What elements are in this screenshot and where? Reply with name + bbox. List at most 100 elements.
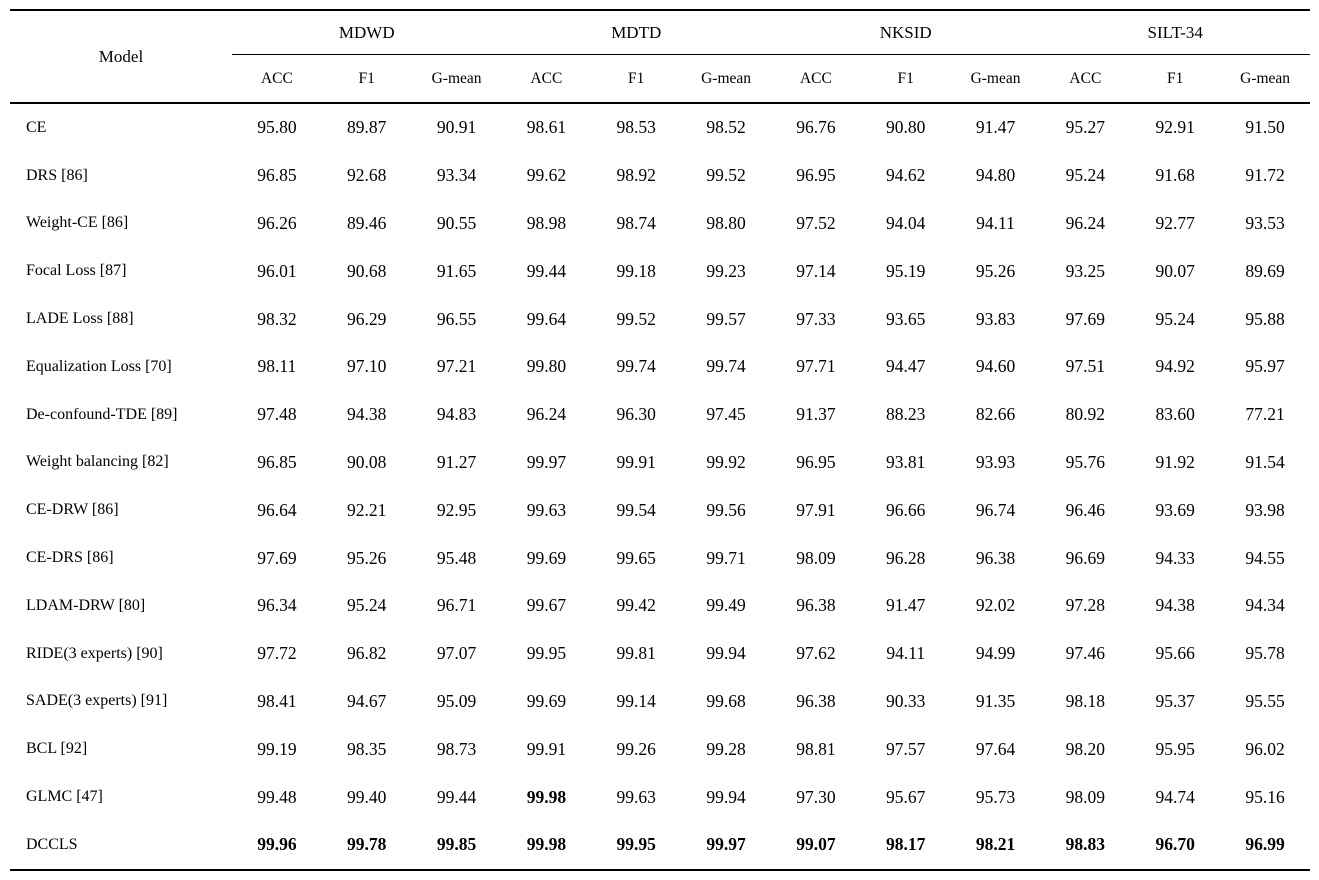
value-cell: 95.76 (1065, 451, 1106, 472)
value-cell: 96.85 (257, 451, 297, 472)
value-cell: 93.83 (975, 308, 1016, 329)
value-cell: 96.76 (796, 117, 836, 138)
value-cell: 98.41 (257, 690, 297, 711)
table-row: RIDE(3 experts) [90] 97.72 96.82 97.07 99.95… (10, 630, 1310, 678)
value-cell: 94.92 (1155, 356, 1195, 377)
value-cell: 95.66 (1155, 643, 1195, 664)
value-cell: 97.28 (1065, 595, 1106, 616)
value-cell: 93.98 (1245, 499, 1285, 520)
value-cell: 94.67 (347, 690, 387, 711)
value-cell: 99.95 (526, 643, 567, 664)
value-cell: 96.85 (257, 165, 297, 186)
table-row: BCL [92] 99.19 98.35 98.73 99.91 99.26 99.28 98… (10, 725, 1310, 773)
value-cell: 91.68 (1155, 165, 1195, 186)
value-cell: 98.52 (706, 117, 746, 138)
model-name: SADE(3 experts) [91] (26, 692, 168, 710)
value-cell: 98.18 (1065, 690, 1106, 711)
value-cell: 95.09 (436, 690, 477, 711)
value-cell: 99.91 (526, 738, 567, 759)
value-cell: 94.47 (886, 356, 926, 377)
value-cell: 99.52 (706, 165, 746, 186)
table-row: SADE(3 experts) [91] 98.41 94.67 95.09 99.69… (10, 678, 1310, 726)
value-cell: 99.95 (616, 834, 656, 855)
value-cell: 99.98 (526, 786, 567, 807)
value-cell: 91.92 (1155, 451, 1195, 472)
value-cell: 94.38 (347, 404, 387, 425)
value-cell: 99.67 (526, 595, 567, 616)
value-cell: 95.24 (1065, 165, 1106, 186)
value-cell: 98.98 (526, 212, 567, 233)
table-row: GLMC [47] 99.48 99.40 99.44 99.98 99.63 99.94 9… (10, 773, 1310, 821)
value-cell: 99.96 (257, 834, 297, 855)
value-cell: 97.69 (1065, 308, 1106, 329)
value-cell: 95.26 (975, 260, 1016, 281)
value-cell: 96.64 (257, 499, 297, 520)
value-cell: 95.16 (1245, 786, 1285, 807)
value-cell: 96.02 (1245, 738, 1285, 759)
value-cell: 99.44 (436, 786, 477, 807)
metric-header-nksid-g-mean: G-mean (970, 69, 1021, 87)
value-cell: 99.85 (436, 834, 477, 855)
value-cell: 90.08 (347, 451, 387, 472)
value-cell: 96.24 (526, 404, 567, 425)
model-name: DRS [86] (26, 166, 88, 184)
value-cell: 95.24 (1155, 308, 1195, 329)
value-cell: 95.67 (886, 786, 926, 807)
value-cell: 99.98 (526, 834, 567, 855)
model-name: CE-DRS [86] (26, 549, 114, 567)
value-cell: 92.68 (347, 165, 387, 186)
value-cell: 96.69 (1065, 547, 1106, 568)
value-cell: 99.74 (706, 356, 746, 377)
value-cell: 92.21 (347, 499, 387, 520)
value-cell: 94.80 (975, 165, 1016, 186)
value-cell: 97.91 (796, 499, 836, 520)
table-row: CE-DRS [86] 97.69 95.26 95.48 99.69 99.65 99.7… (10, 534, 1310, 582)
value-cell: 93.93 (975, 451, 1016, 472)
value-cell: 95.48 (436, 547, 477, 568)
model-name: RIDE(3 experts) [90] (26, 644, 163, 662)
value-cell: 98.74 (616, 212, 656, 233)
value-cell: 99.64 (526, 308, 567, 329)
value-cell: 99.49 (706, 595, 746, 616)
value-cell: 97.45 (706, 404, 746, 425)
metric-header-mdwd-f1: F1 (358, 69, 375, 87)
value-cell: 99.48 (257, 786, 297, 807)
value-cell: 96.95 (796, 165, 836, 186)
model-name: LDAM-DRW [80] (26, 596, 146, 614)
value-cell: 90.68 (347, 260, 387, 281)
value-cell: 97.72 (257, 643, 297, 664)
value-cell: 94.34 (1245, 595, 1285, 616)
value-cell: 97.57 (886, 738, 926, 759)
value-cell: 98.11 (257, 356, 297, 377)
group-header-silt-34: SILT-34 (1040, 10, 1310, 55)
value-cell: 99.42 (616, 595, 656, 616)
value-cell: 99.94 (706, 786, 746, 807)
value-cell: 94.11 (976, 212, 1015, 233)
value-cell: 99.97 (526, 451, 567, 472)
model-name: Equalization Loss [70] (26, 357, 172, 375)
value-cell: 99.44 (526, 260, 567, 281)
value-cell: 95.78 (1245, 643, 1285, 664)
table-row: Equalization Loss [70] 98.11 97.10 97.21 99.… (10, 343, 1310, 391)
value-cell: 95.27 (1065, 117, 1106, 138)
value-cell: 93.65 (886, 308, 926, 329)
value-cell: 91.50 (1245, 117, 1285, 138)
metric-header-nksid-f1: F1 (897, 69, 914, 87)
group-header-row: Model MDWD MDTD NKSID SILT-34 (10, 10, 1310, 66)
value-cell: 90.07 (1155, 260, 1195, 281)
value-cell: 99.69 (526, 690, 567, 711)
value-cell: 93.53 (1245, 212, 1285, 233)
value-cell: 91.35 (975, 690, 1016, 711)
value-cell: 90.80 (886, 117, 926, 138)
value-cell: 92.02 (975, 595, 1016, 616)
value-cell: 99.54 (616, 499, 656, 520)
value-cell: 92.77 (1155, 212, 1195, 233)
results-table: Model MDWD MDTD NKSID SILT-34 ACC F1 G-mean AC… (10, 9, 1310, 871)
value-cell: 96.46 (1065, 499, 1106, 520)
value-cell: 94.60 (975, 356, 1016, 377)
value-cell: 98.20 (1065, 738, 1106, 759)
value-cell: 96.28 (886, 547, 926, 568)
value-cell: 94.11 (886, 643, 926, 664)
metric-header-mdtd-acc: ACC (530, 69, 563, 87)
value-cell: 92.95 (436, 499, 477, 520)
